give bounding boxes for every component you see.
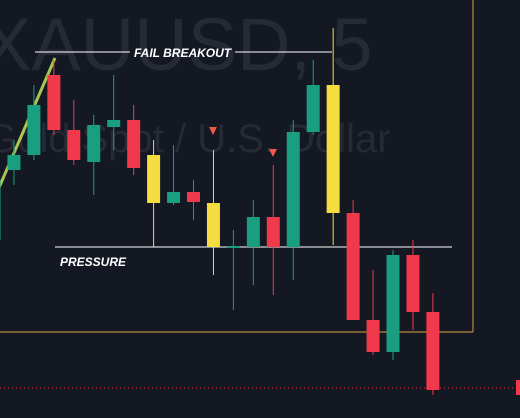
candle-body (107, 120, 121, 127)
candle-body (306, 85, 320, 132)
annotation: PRESSURE (60, 255, 127, 269)
candle-body (326, 85, 340, 213)
candle-body (386, 255, 400, 352)
annotation: FAIL BREAKOUT (134, 46, 233, 60)
candle-body (127, 120, 141, 168)
candle-body (246, 217, 260, 247)
candle-body (366, 320, 380, 352)
candle-body (147, 155, 161, 203)
candle-body (7, 155, 21, 170)
candle-body (0, 180, 1, 240)
candle-body (27, 105, 41, 155)
candle-body (87, 125, 101, 162)
watermark-name: Gold Spot / U.S. Dollar (0, 117, 391, 161)
price-tag (516, 380, 520, 395)
candle-body (67, 130, 81, 160)
candle-body (406, 255, 420, 312)
candle-body (226, 246, 240, 248)
candle-body (426, 312, 440, 390)
candle-body (47, 75, 61, 130)
watermark-symbol: XAUUSD, 5 (0, 3, 373, 86)
signal-marker (209, 127, 217, 135)
signal-marker (269, 149, 277, 157)
candle-body (206, 203, 220, 247)
candle-body (187, 192, 200, 202)
candle-body (286, 132, 300, 247)
candle-body (346, 213, 360, 320)
candles (0, 28, 440, 395)
candle-body (167, 192, 181, 203)
candle-body (266, 217, 280, 247)
